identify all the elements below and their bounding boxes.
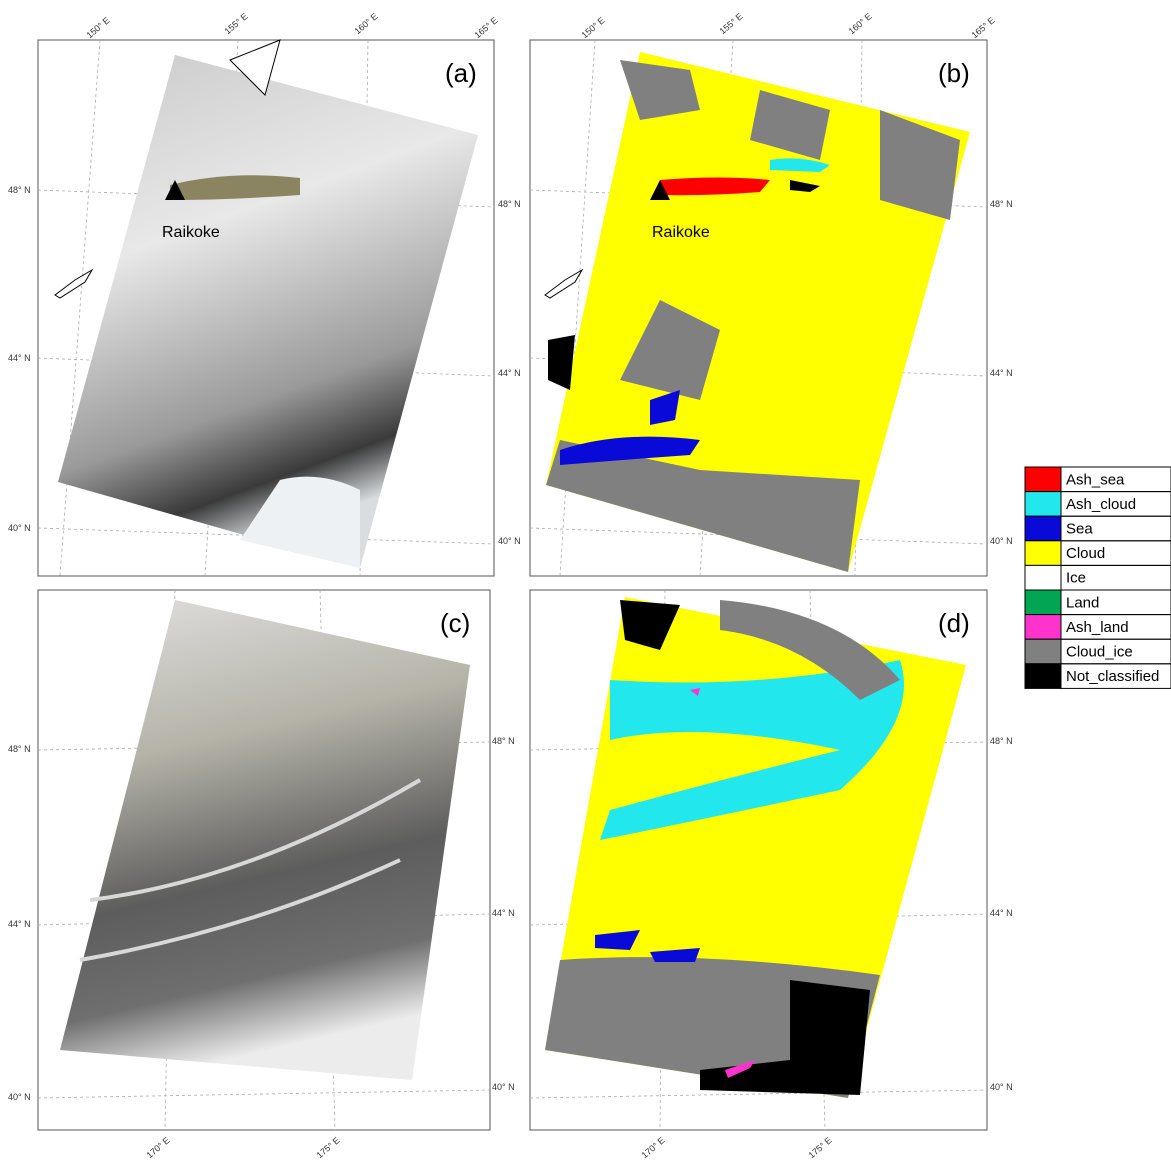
legend-swatch: [1025, 565, 1061, 590]
lon-tick-label: 155° E: [717, 11, 744, 36]
classification-map: [545, 597, 966, 1098]
lon-tick-label: 170° E: [144, 1135, 171, 1160]
panel-label: (b): [938, 58, 970, 88]
satellite-image: [60, 600, 470, 1080]
panel-label: (d): [938, 608, 970, 638]
lon-tick-label: 160° E: [846, 11, 873, 36]
panel-label: (c): [440, 608, 470, 638]
lat-tick-label: 44° N: [8, 919, 31, 929]
lon-tick-label: 175° E: [806, 1135, 833, 1160]
lon-tick-label: 170° E: [639, 1135, 666, 1160]
legend-swatch: [1025, 492, 1061, 517]
lat-tick-label: 44° N: [492, 908, 515, 918]
satellite-image: [55, 40, 478, 568]
lat-tick-label: 48° N: [8, 185, 31, 195]
legend: Ash_sea Ash_cloud Sea Cloud Ice Land Ash_land C…: [1025, 467, 1171, 688]
classification-map: [545, 52, 970, 572]
legend-swatch: [1025, 664, 1061, 689]
panel-label: (a): [445, 58, 477, 88]
lon-tick-label: 160° E: [352, 11, 379, 36]
lat-tick-label: 40° N: [990, 536, 1013, 546]
legend-label: Land: [1066, 594, 1099, 611]
legend-swatch: [1025, 516, 1061, 541]
lon-tick-label: 165° E: [472, 15, 499, 40]
legend-label: Ash_sea: [1066, 471, 1125, 488]
lat-tick-label: 48° N: [990, 199, 1013, 209]
legend-swatch: [1025, 590, 1061, 615]
lat-tick-label: 40° N: [8, 523, 31, 533]
legend-label: Ash_land: [1066, 619, 1129, 636]
legend-label: Sea: [1066, 521, 1093, 538]
annotation: Raikoke: [652, 224, 710, 241]
lat-tick-label: 40° N: [492, 1082, 515, 1092]
lat-tick-label: 48° N: [990, 736, 1013, 746]
lon-tick-label: 175° E: [314, 1135, 341, 1160]
lat-tick-label: 40° N: [990, 1082, 1013, 1092]
page: {"panels":[ {"label":"(a)","lon_labels":…: [0, 0, 1171, 1162]
lon-tick-label: 150° E: [84, 15, 111, 40]
legend-swatch: [1025, 467, 1061, 492]
lon-tick-label: 165° E: [969, 15, 996, 40]
legend-label: Ash_cloud: [1066, 496, 1136, 513]
lon-tick-label: 150° E: [579, 15, 606, 40]
figure: (a) (b) (c) (d) Raikoke Raikoke 150° E 15…: [0, 0, 1171, 1162]
lat-tick-label: 44° N: [8, 353, 31, 363]
legend-label: Not_classified: [1066, 668, 1159, 685]
legend-label: Ice: [1066, 570, 1086, 587]
lon-tick-label: 155° E: [222, 11, 249, 36]
lat-tick-label: 40° N: [498, 536, 521, 546]
legend-swatch: [1025, 615, 1061, 640]
legend-label: Cloud: [1066, 545, 1105, 562]
lat-tick-label: 44° N: [498, 368, 521, 378]
lat-tick-label: 48° N: [498, 199, 521, 209]
legend-swatch: [1025, 541, 1061, 566]
lat-tick-label: 48° N: [492, 736, 515, 746]
annotation: Raikoke: [162, 224, 220, 241]
legend-label: Cloud_ice: [1066, 644, 1133, 661]
lat-tick-label: 44° N: [990, 368, 1013, 378]
lat-tick-label: 48° N: [8, 744, 31, 754]
lat-tick-label: 44° N: [990, 908, 1013, 918]
lat-tick-label: 40° N: [8, 1092, 31, 1102]
legend-swatch: [1025, 639, 1061, 664]
